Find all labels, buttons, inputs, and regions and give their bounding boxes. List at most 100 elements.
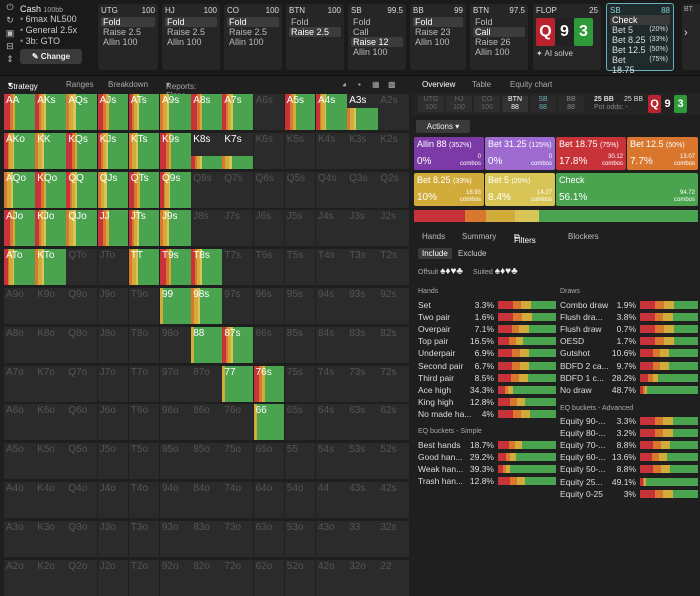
position-option[interactable]: Fold: [227, 17, 279, 27]
hand-cell[interactable]: J4o: [97, 482, 129, 518]
hand-cell[interactable]: Q3s: [347, 171, 378, 208]
hand-cell[interactable]: 54s: [316, 443, 347, 480]
hand-cell[interactable]: 53s: [347, 443, 378, 480]
hand-cell[interactable]: T9s: [160, 249, 191, 286]
hand-cell[interactable]: 65o: [253, 443, 285, 480]
hand-cell[interactable]: J5o: [97, 443, 129, 480]
position-option[interactable]: Allin 100: [415, 37, 450, 47]
tab-blockers[interactable]: Blockers: [568, 232, 599, 241]
hand-cell[interactable]: K8s: [191, 132, 222, 169]
hand-cell[interactable]: A7s: [222, 94, 253, 130]
position-option[interactable]: Raise 2.5: [167, 27, 206, 37]
seat-chip[interactable]: BB 88: [558, 96, 584, 112]
hand-cell[interactable]: 96s: [253, 288, 285, 324]
stat-row[interactable]: Equity 70-... 8.8%: [560, 440, 698, 450]
position-option[interactable]: Fold: [165, 17, 217, 27]
sb-option[interactable]: Check: [610, 15, 670, 25]
position-box-bb[interactable]: BB 99 Fold Raise 23 Allin 100: [410, 4, 466, 70]
grid-small-icon[interactable]: ▩: [388, 80, 396, 89]
hand-cell[interactable]: 95o: [160, 443, 191, 480]
stat-row[interactable]: Equity 0-25 3%: [560, 489, 698, 499]
sidebar-icon[interactable]: ⊟: [6, 41, 14, 51]
hand-cell[interactable]: 44: [316, 482, 347, 518]
hand-cell[interactable]: 76s: [253, 365, 285, 402]
hand-cell[interactable]: J7o: [97, 365, 129, 402]
hand-cell[interactable]: J7s: [222, 210, 253, 247]
stat-row[interactable]: Best hands 18.7%: [418, 440, 556, 450]
hand-cell[interactable]: K2o: [35, 559, 66, 596]
position-option[interactable]: Call: [473, 27, 525, 37]
stat-row[interactable]: Flush dra... 3.8%: [560, 312, 698, 322]
actions-dropdown[interactable]: Actions ▾: [416, 120, 470, 133]
position-option[interactable]: Fold: [413, 17, 463, 27]
hand-cell[interactable]: KJs: [97, 132, 129, 169]
stat-row[interactable]: BDFD 2 ca... 9.7%: [560, 361, 698, 371]
sb-option[interactable]: Bet 18.75 (75%): [610, 55, 670, 75]
hand-cell[interactable]: A8o: [4, 326, 35, 363]
hand-cell[interactable]: JTs: [128, 210, 160, 247]
seat-chip[interactable]: UTG 100: [418, 96, 444, 112]
hand-cell[interactable]: 64o: [253, 482, 285, 518]
hand-cell[interactable]: AQs: [66, 94, 97, 130]
hand-cell[interactable]: KK: [35, 132, 66, 169]
position-box-co[interactable]: CO 100 Fold Raise 2.5 Allin 100: [224, 4, 282, 70]
stat-row[interactable]: Equity 80-... 3.2%: [560, 428, 698, 438]
hand-cell[interactable]: K2s: [378, 132, 409, 169]
stat-row[interactable]: King high 12.8%: [418, 397, 556, 407]
hand-cell[interactable]: 95s: [284, 288, 316, 324]
hand-cell[interactable]: Q5o: [66, 443, 97, 480]
seat-chip[interactable]: BTN 88: [502, 96, 528, 112]
stat-row[interactable]: Equity 25... 49.1%: [560, 477, 698, 487]
hand-cell[interactable]: 72s: [378, 365, 409, 402]
stat-row[interactable]: Two pair 1.6%: [418, 312, 556, 322]
hand-cell[interactable]: Q8o: [66, 326, 97, 363]
hand-cell[interactable]: JTo: [97, 249, 129, 286]
hand-cell[interactable]: Q4s: [316, 171, 347, 208]
hand-cell[interactable]: K4s: [316, 132, 347, 169]
hand-cell[interactable]: 74s: [316, 365, 347, 402]
hand-cell[interactable]: Q3o: [66, 520, 97, 557]
hand-cell[interactable]: Q7s: [222, 171, 253, 208]
hand-cell[interactable]: 93o: [160, 520, 191, 557]
hand-cell[interactable]: 94o: [160, 482, 191, 518]
hand-cell[interactable]: 92s: [378, 288, 409, 324]
hand-cell[interactable]: Q9s: [160, 171, 191, 208]
hand-cell[interactable]: ATo: [4, 249, 35, 286]
sidebar-icon[interactable]: ⇕: [6, 54, 14, 64]
stat-row[interactable]: Ace high 34.3%: [418, 385, 556, 395]
position-option[interactable]: Raise 12: [351, 37, 403, 47]
stat-row[interactable]: Set 3.3%: [418, 300, 556, 310]
position-option[interactable]: Allin 100: [229, 37, 264, 47]
change-button[interactable]: ✎ Change: [20, 49, 82, 64]
hand-cell[interactable]: 73s: [347, 365, 378, 402]
hand-cell[interactable]: K5s: [284, 132, 316, 169]
hand-cell[interactable]: 97o: [160, 365, 191, 402]
hand-cell[interactable]: AJs: [97, 94, 129, 130]
hand-cell[interactable]: 53o: [284, 520, 316, 557]
hand-cell[interactable]: J3s: [347, 210, 378, 247]
tab-table[interactable]: Table: [472, 80, 492, 89]
exclude-button[interactable]: Exclude: [458, 249, 487, 258]
hand-cell[interactable]: 76o: [222, 404, 253, 441]
hand-cell[interactable]: 75o: [222, 443, 253, 480]
stat-row[interactable]: Gutshot 10.6%: [560, 348, 698, 358]
position-option[interactable]: Allin 100: [167, 37, 202, 47]
hand-cell[interactable]: 98o: [160, 326, 191, 363]
hand-cell[interactable]: J9o: [97, 288, 129, 324]
sb-option[interactable]: Bet 12.5 (50%): [610, 45, 670, 55]
hand-cell[interactable]: A3s: [347, 94, 378, 130]
hand-cell[interactable]: A6o: [4, 404, 35, 441]
position-option[interactable]: Allin 100: [103, 37, 138, 47]
hand-cell[interactable]: JJ: [97, 210, 129, 247]
hand-cell[interactable]: AJo: [4, 210, 35, 247]
hand-cell[interactable]: 86s: [253, 326, 285, 363]
hand-cell[interactable]: K8o: [35, 326, 66, 363]
next-position-box[interactable]: BT ›: [682, 4, 700, 70]
stat-row[interactable]: Equity 90-... 3.3%: [560, 416, 698, 426]
action-box[interactable]: Allin 88 (352%) 0% 0 combos: [414, 137, 484, 170]
hand-cell[interactable]: T3o: [128, 520, 160, 557]
hand-cell[interactable]: J5s: [284, 210, 316, 247]
hand-cell[interactable]: K5o: [35, 443, 66, 480]
hand-cell[interactable]: A2o: [4, 559, 35, 596]
stat-row[interactable]: Third pair 8.5%: [418, 373, 556, 383]
